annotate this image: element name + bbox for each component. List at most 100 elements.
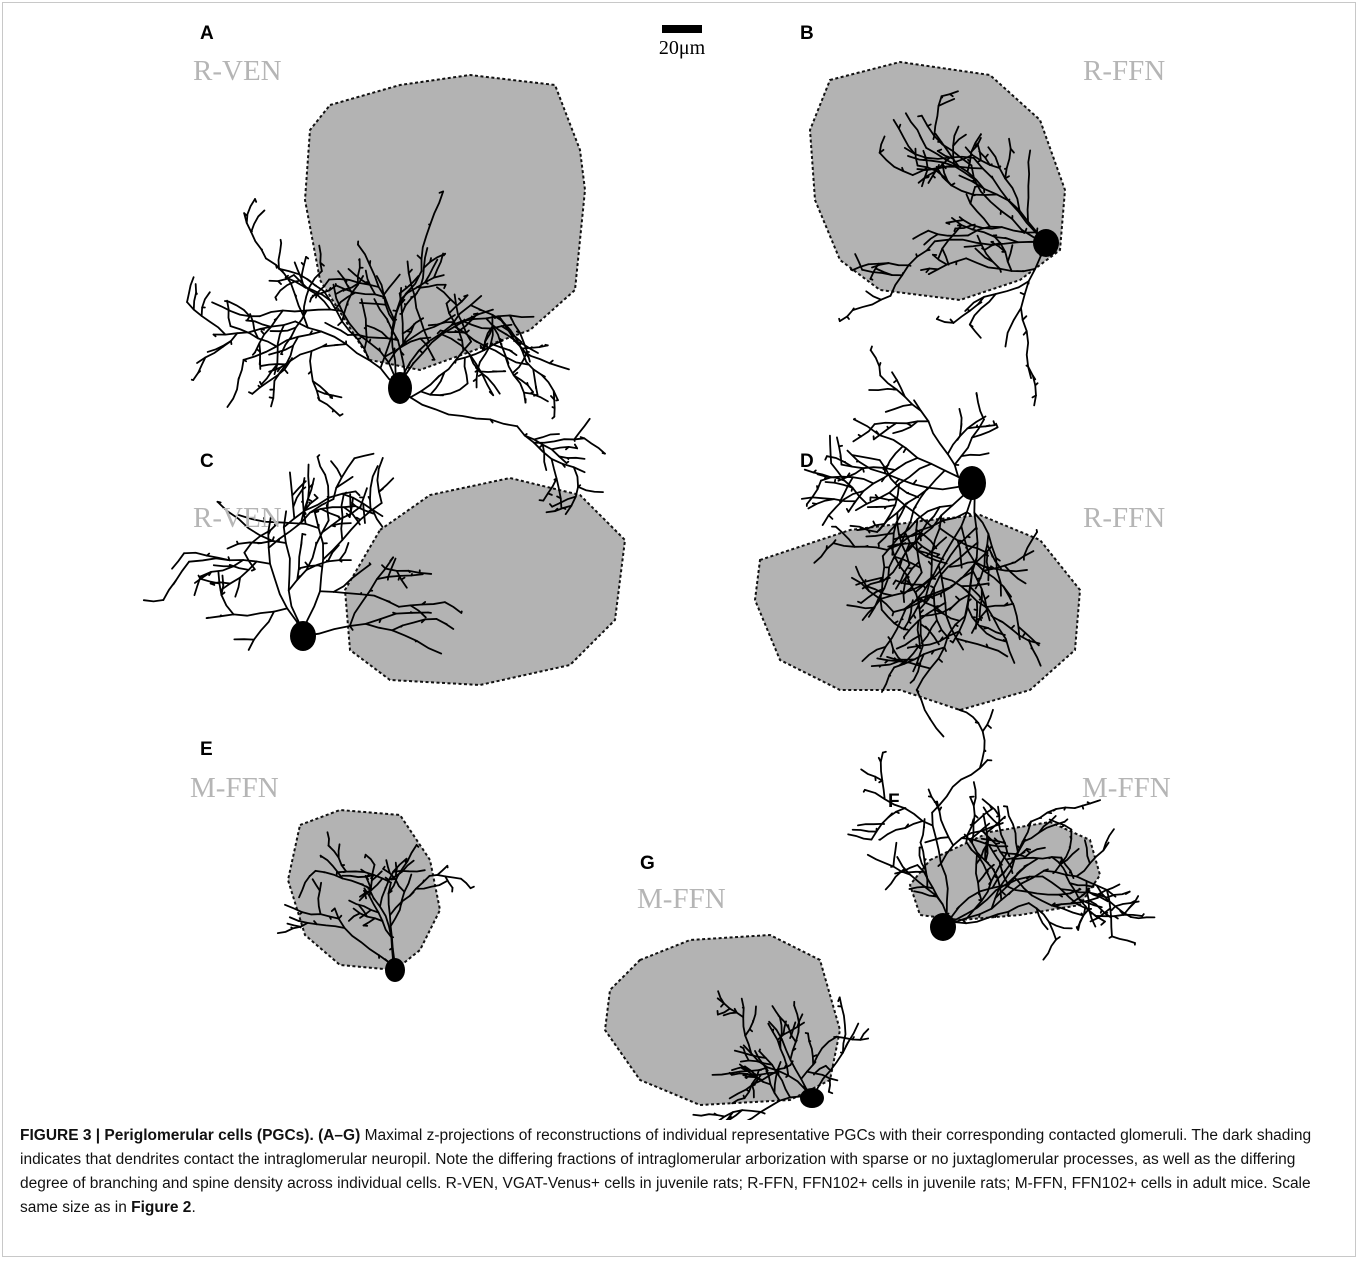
dendrite [722, 1011, 738, 1017]
dendrite [249, 313, 260, 340]
dendrite [227, 300, 251, 318]
dendrite [902, 573, 908, 603]
dendrite [773, 1061, 782, 1094]
dendrite [301, 477, 307, 525]
panel-label: M-FFN [190, 772, 279, 804]
dendrite [984, 836, 990, 862]
dendrite [985, 551, 990, 582]
dendrite [358, 877, 384, 902]
dendrite [835, 1035, 870, 1041]
panel-label: R-VEN [193, 55, 282, 87]
dendrite [337, 270, 353, 294]
spine [337, 320, 343, 327]
dendrite [242, 330, 323, 361]
dendrite [1085, 880, 1097, 928]
dendrite [226, 539, 274, 550]
dendrite [870, 807, 906, 841]
dendrite [330, 460, 343, 479]
dendrite [445, 302, 465, 352]
caption-title: FIGURE 3 | Periglomerular cells (PGCs). … [20, 1127, 361, 1144]
dendrite [427, 321, 456, 327]
dendrite [564, 466, 579, 516]
dendrite [436, 864, 449, 876]
dendrite [352, 907, 384, 922]
dendrite [935, 318, 955, 324]
dendrite [318, 399, 341, 417]
dendrite [940, 576, 987, 608]
dendrite [861, 645, 887, 663]
dendrite [952, 295, 986, 324]
glomerulus [808, 60, 1067, 302]
dendrite [907, 155, 976, 181]
dendrite [997, 805, 1009, 854]
dendrite [975, 392, 985, 421]
dendrite [439, 332, 495, 397]
panel-letter: D [800, 451, 814, 472]
dendrite [237, 514, 320, 529]
dendrite [976, 234, 1001, 270]
dendrite [941, 163, 949, 182]
dendrite [1129, 916, 1156, 920]
dendrite [958, 708, 980, 724]
dendrite [917, 156, 951, 184]
dendrite [976, 142, 982, 162]
dendrite [212, 564, 235, 568]
dendrite [399, 274, 445, 301]
dendrite [740, 997, 753, 1055]
dendrite [1004, 884, 1082, 896]
dendrite [401, 323, 416, 348]
dendrite [217, 571, 235, 616]
dendrite [915, 615, 966, 691]
dendrite [847, 457, 919, 513]
dendrite [861, 268, 904, 277]
dendrite [314, 869, 370, 889]
dendrite [964, 146, 1001, 169]
dendrite [881, 482, 973, 584]
dendrite [1003, 564, 1027, 585]
dendrite [978, 624, 1006, 636]
dendrite [243, 551, 256, 571]
dendrite [270, 380, 276, 408]
dendrite [969, 796, 976, 844]
dendrite [385, 859, 391, 875]
dendrite [1059, 847, 1080, 866]
dendrite [972, 156, 1047, 244]
dendrite [902, 602, 913, 631]
dendrite [337, 843, 341, 859]
dendrite [273, 335, 300, 382]
dendrite [903, 146, 975, 160]
dendrite [727, 1109, 744, 1120]
dendrite [475, 361, 481, 389]
dendrite [960, 582, 990, 588]
dendrite [558, 455, 586, 460]
dendrite [934, 132, 960, 168]
dendrite [409, 340, 473, 399]
dendrite [284, 903, 340, 920]
dendrite [550, 445, 579, 451]
dendrite [226, 299, 232, 327]
dendrite [913, 399, 960, 478]
dendrite [398, 601, 446, 608]
dendrite [491, 324, 515, 341]
dendrite [321, 505, 362, 534]
dendrite [523, 391, 549, 403]
dendrite [327, 544, 340, 563]
dendrite [419, 283, 447, 289]
dendrite [990, 240, 1007, 253]
dendrite [889, 240, 936, 297]
dendrite [919, 841, 929, 890]
dendrite [838, 309, 854, 323]
dendrite [269, 326, 297, 333]
panel-letter: B [800, 23, 814, 44]
dendrite [1027, 902, 1057, 941]
dendrite [800, 496, 857, 503]
dendrite [1083, 839, 1091, 865]
dendrite [353, 452, 375, 460]
dendrite [861, 598, 882, 621]
dendrite [273, 324, 285, 376]
dendrite [250, 209, 266, 233]
dendrite [234, 576, 241, 598]
dendrite [171, 552, 186, 570]
dendrite [338, 542, 350, 562]
dendrite [268, 344, 295, 356]
